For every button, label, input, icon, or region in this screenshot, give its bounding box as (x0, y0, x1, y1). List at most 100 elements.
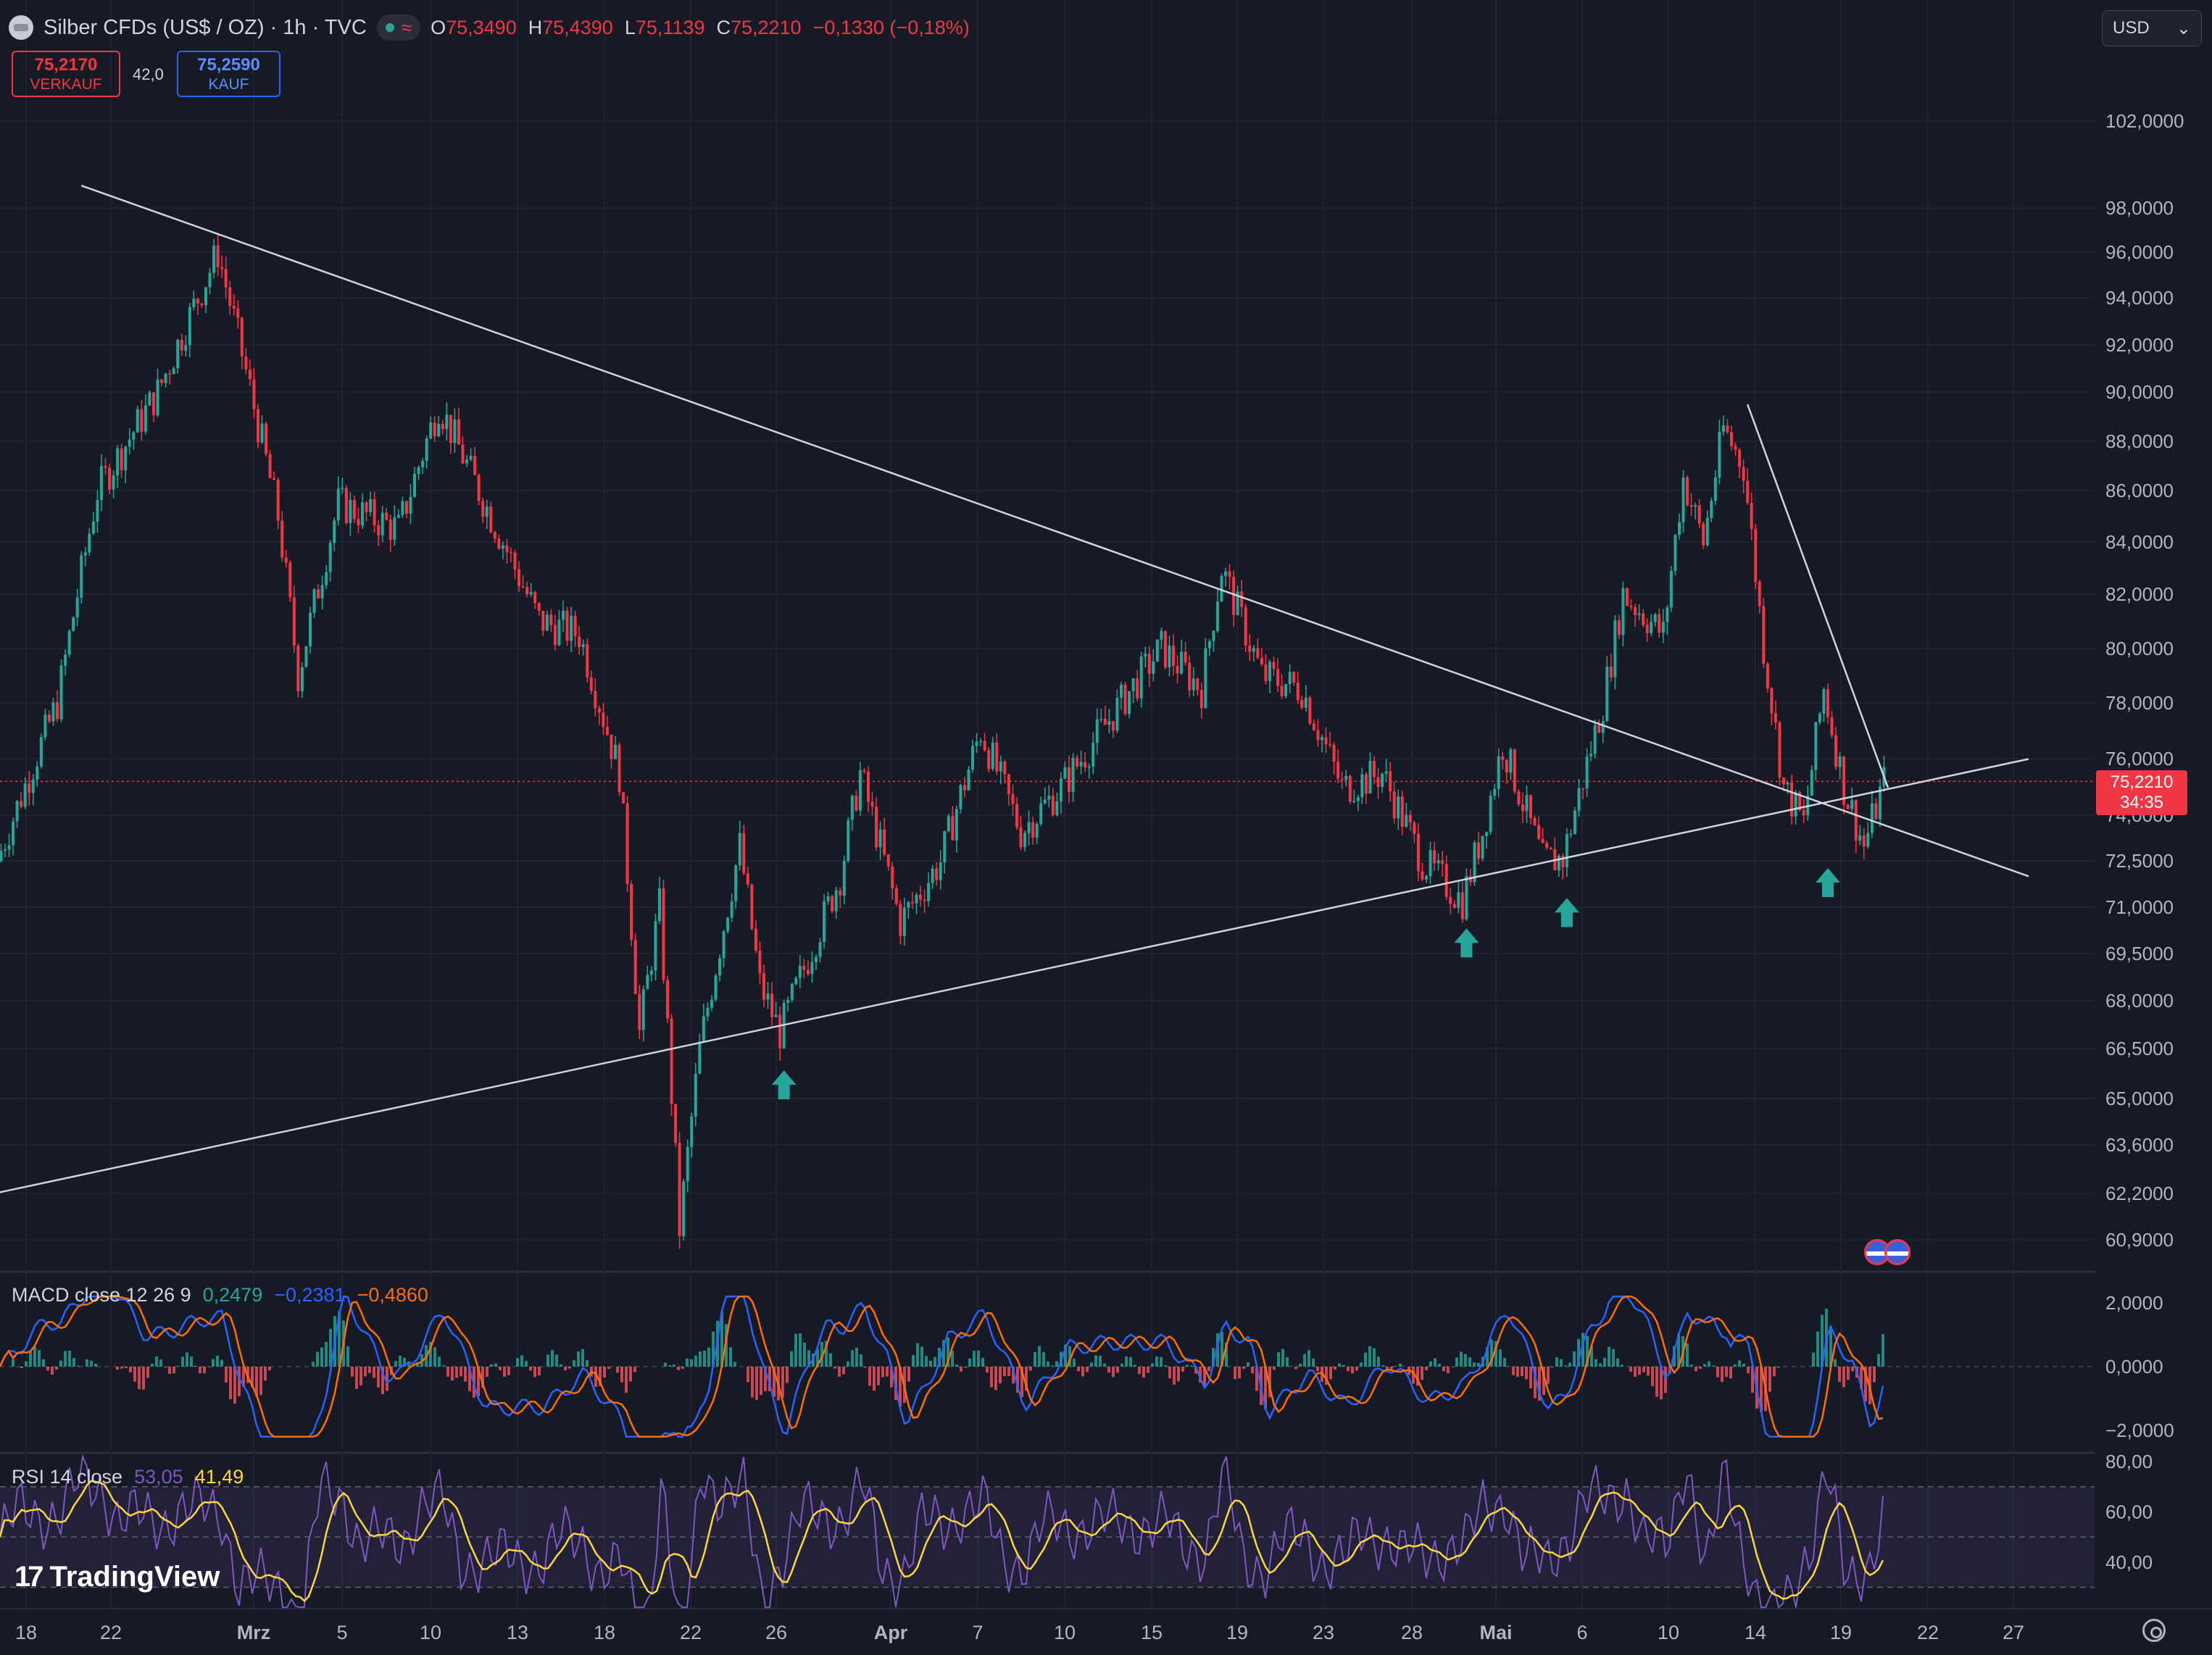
candle-body (1782, 778, 1786, 785)
candle-body (962, 785, 966, 791)
up-arrow-icon[interactable] (1454, 928, 1479, 958)
macd-hist-bar (429, 1342, 432, 1367)
candle-body (1681, 477, 1685, 522)
macd-hist-bar (1455, 1357, 1458, 1367)
x-tick-label: 19 (1226, 1622, 1248, 1643)
buy-button[interactable]: 75,2590 KAUF (177, 51, 280, 97)
macd-hist-bar (1468, 1357, 1471, 1367)
macd-hist-bar (194, 1365, 197, 1367)
macd-hist-bar (77, 1365, 80, 1367)
support-arrows[interactable] (771, 868, 1840, 1100)
macd-hist-bar (673, 1364, 675, 1367)
macd-hist-bar (364, 1367, 367, 1377)
candle-body (630, 883, 633, 941)
macd-hist-bar (951, 1351, 954, 1367)
candle-body (1144, 654, 1147, 656)
trendline-support[interactable] (0, 758, 2029, 1200)
trendlines[interactable] (0, 184, 2029, 1201)
candle-body (902, 907, 906, 936)
candle-body (1236, 591, 1239, 615)
macd-hist-bar (338, 1311, 341, 1367)
macd-hist-bar (842, 1367, 845, 1375)
macd-hist-bar (629, 1367, 632, 1382)
trendline-short-resistance[interactable] (1746, 404, 1889, 788)
candle-body (1147, 654, 1151, 674)
candle-body (1689, 504, 1693, 507)
macd-hist-bar (1842, 1367, 1845, 1388)
rsi-legend[interactable]: RSI 14 close 53,05 41,49 (12, 1466, 244, 1488)
macd-hist-bar (1038, 1346, 1041, 1367)
macd-hist-bar (212, 1359, 215, 1367)
macd-hist-bar (486, 1367, 488, 1377)
x-tick-label: 18 (15, 1622, 37, 1643)
ohlc-key: C (716, 16, 731, 38)
economic-events[interactable] (1864, 1239, 1910, 1265)
candle-body (1119, 684, 1123, 698)
x-tick-label: 27 (2003, 1622, 2024, 1643)
macd-hist-bar (603, 1367, 606, 1378)
candle-body (565, 610, 569, 641)
macd-hist-bar (781, 1367, 784, 1398)
candle-body (176, 339, 180, 369)
candle-body (164, 373, 167, 383)
macd-hist-bar (33, 1346, 36, 1367)
candle-body (1019, 827, 1023, 848)
currency-select[interactable]: USD ⌄ (2102, 10, 2202, 46)
up-arrow-icon[interactable] (1815, 868, 1840, 898)
candle-body (1444, 864, 1448, 897)
candle-body (1192, 678, 1195, 691)
up-arrow-icon[interactable] (771, 1070, 797, 1100)
us-flag-icon[interactable] (1884, 1239, 1910, 1265)
macd-hist-bar (120, 1367, 123, 1369)
gear-icon[interactable] (2142, 1619, 2166, 1642)
market-status[interactable]: ≈ (376, 14, 421, 41)
candle-body (232, 306, 236, 309)
macd-hist-bar (403, 1357, 406, 1367)
macd-hist-bar (1168, 1367, 1171, 1379)
candle-body (56, 702, 59, 720)
candle-body (445, 414, 449, 430)
macd-hist-bar (55, 1367, 58, 1370)
candle-body (1521, 804, 1524, 812)
candle-body (666, 980, 670, 1019)
candle-body (786, 999, 790, 1003)
macd-hist-bar (225, 1367, 228, 1383)
macd-hist-bar (351, 1367, 354, 1377)
candle-body (1264, 664, 1268, 681)
candle-body (192, 299, 196, 308)
macd-hist-bar (451, 1367, 454, 1381)
macd-hist-bar (1120, 1363, 1123, 1367)
macd-hist-bar (1273, 1367, 1276, 1370)
candle-body (561, 610, 565, 620)
candle-body (641, 989, 645, 1030)
tradingview-logo[interactable]: 17 TradingView (14, 1561, 220, 1593)
candle-body (1650, 622, 1653, 633)
candle-body (670, 1018, 673, 1104)
macd-legend[interactable]: MACD close 12 26 9 0,2479 −0,2381 −0,486… (12, 1284, 428, 1306)
candle-body (39, 737, 43, 767)
macd-hist-bar (725, 1324, 728, 1367)
candle-body (276, 480, 280, 521)
candle-body (64, 654, 67, 666)
sell-button[interactable]: 75,2170 VERKAUF (12, 51, 120, 97)
trendline-resistance[interactable] (80, 184, 2029, 877)
candle-body (581, 644, 585, 648)
ohlc-item: −0,1330 (−0,18%) (813, 17, 970, 39)
up-arrow-icon[interactable] (1554, 898, 1579, 927)
x-tick-label: 14 (1745, 1622, 1766, 1643)
candle-body (1316, 730, 1320, 741)
candle-body (979, 741, 983, 743)
candle-body (1862, 835, 1866, 847)
macd-hist-bar (1399, 1363, 1402, 1367)
macd-hist-bar (586, 1359, 589, 1367)
candle-body (1304, 697, 1307, 708)
macd-hist-bar (994, 1367, 997, 1391)
candle-body (140, 409, 144, 432)
macd-hist-bar (616, 1367, 619, 1373)
candle-body (513, 552, 517, 570)
symbol-title[interactable]: Silber CFDs (US$ / OZ) · 1h · TVC (43, 15, 367, 39)
candle-body (1047, 796, 1051, 800)
macd-hist-bar (1251, 1367, 1254, 1374)
macd-hist-bar (1503, 1357, 1506, 1367)
